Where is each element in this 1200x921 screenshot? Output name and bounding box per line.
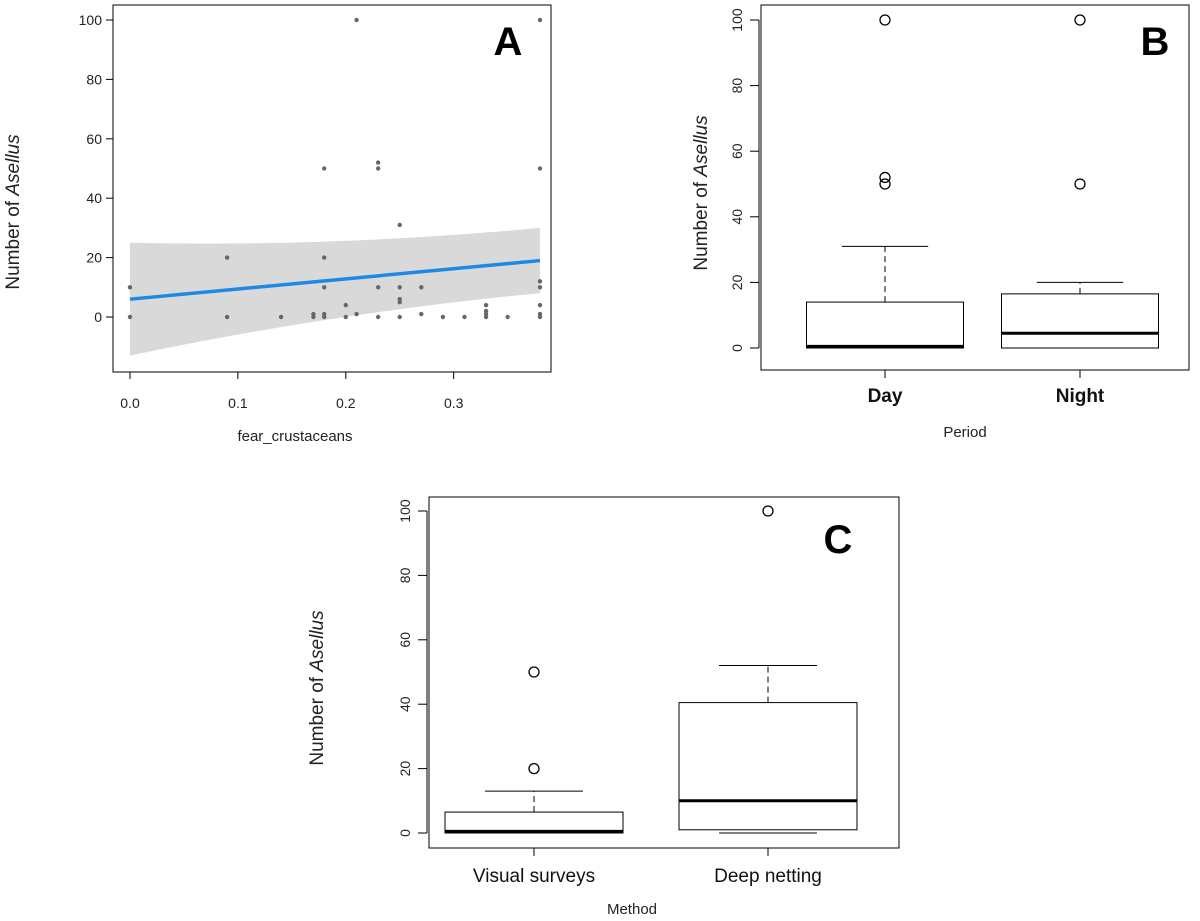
data-point xyxy=(419,311,424,317)
x-tick-label: 0.1 xyxy=(228,395,248,411)
y-axis-title-italic: Asellus xyxy=(307,610,328,673)
data-point xyxy=(224,314,230,320)
category-label: Visual surveys xyxy=(473,866,595,887)
data-point xyxy=(483,314,489,320)
data-point xyxy=(397,299,402,305)
confidence-band xyxy=(130,227,540,356)
y-tick-label: 40 xyxy=(397,696,413,712)
y-tick-label: 100 xyxy=(397,499,413,523)
y-tick-label: 0 xyxy=(729,344,745,352)
y-tick-label: 20 xyxy=(86,250,102,266)
y-tick-label: 100 xyxy=(729,8,745,32)
x-axis-title: Method xyxy=(607,901,657,918)
category-label: Deep netting xyxy=(714,866,822,887)
panel-b: 0 20 40 60 80 100 Day Night Period Number of Asel… xyxy=(691,4,1190,441)
panel-c: 0 20 40 60 80 100 Visual surveys Deep netting Me… xyxy=(307,496,900,918)
data-point xyxy=(537,302,543,308)
y-tick-label: 40 xyxy=(729,209,745,225)
y-axis-title-prefix: Number of xyxy=(691,177,712,271)
y-tick-label: 80 xyxy=(729,78,745,94)
panel-label: C xyxy=(824,518,853,562)
y-tick-label: 40 xyxy=(86,190,102,206)
x-axis-title: fear_crustaceans xyxy=(237,428,352,445)
data-point xyxy=(127,285,133,290)
data-point xyxy=(462,314,467,320)
x-tick-label: 0.2 xyxy=(336,395,356,411)
outlier-point xyxy=(1074,14,1086,26)
panel-label: B xyxy=(1141,20,1170,64)
y-axis-title: Number of Asellus xyxy=(691,115,712,271)
data-point xyxy=(397,222,402,228)
data-point xyxy=(343,314,348,320)
y-axis-title-italic: Asellus xyxy=(691,115,712,178)
data-point xyxy=(311,311,316,317)
data-point xyxy=(440,314,446,320)
y-tick-label: 80 xyxy=(397,567,413,583)
data-point xyxy=(322,285,327,290)
data-point xyxy=(537,166,543,171)
y-axis-title-prefix: Number of xyxy=(3,196,24,290)
y-axis-title: Number of Asellus xyxy=(307,610,328,766)
y-axis-title-prefix: Number of xyxy=(307,672,328,766)
data-point xyxy=(375,166,381,171)
y-tick-label: 60 xyxy=(397,632,413,648)
box xyxy=(444,811,624,834)
outlier-point xyxy=(1074,178,1086,190)
data-point xyxy=(397,314,402,320)
outlier-point xyxy=(762,505,774,517)
y-tick-label: 100 xyxy=(79,12,103,28)
y-axis-title-italic: Asellus xyxy=(3,134,24,197)
data-point xyxy=(354,311,359,317)
category-label: Night xyxy=(1056,386,1105,407)
box xyxy=(1001,293,1159,349)
data-point xyxy=(127,314,133,320)
x-tick-label: 0.3 xyxy=(444,395,464,411)
outlier-point xyxy=(879,178,891,190)
data-point xyxy=(322,166,327,171)
data-point xyxy=(278,314,284,320)
data-point xyxy=(354,17,359,23)
data-point xyxy=(224,255,230,260)
panel-a: 0 20 40 60 80 100 0.0 0.1 0.2 0.3 fear_crustaceans… xyxy=(3,4,552,445)
data-point xyxy=(375,160,381,165)
y-tick-label: 60 xyxy=(86,131,102,147)
outlier-point xyxy=(528,762,540,775)
x-axis-title: Period xyxy=(943,424,986,441)
data-point xyxy=(397,285,402,290)
data-point xyxy=(322,314,327,320)
data-point xyxy=(375,285,381,290)
y-tick-label: 0 xyxy=(94,309,102,325)
data-point xyxy=(537,17,543,23)
regression-line xyxy=(129,258,541,301)
data-point xyxy=(419,285,424,290)
y-axis-title: Number of Asellus xyxy=(3,134,24,290)
data-point xyxy=(505,314,510,320)
y-tick-label: 80 xyxy=(86,71,102,87)
data-point xyxy=(343,302,348,308)
box xyxy=(806,301,964,349)
plot-frame xyxy=(112,4,552,373)
x-tick-label: 0.0 xyxy=(120,395,140,411)
panel-label: A xyxy=(494,20,523,64)
outlier-point xyxy=(528,666,540,678)
data-point xyxy=(537,314,543,320)
y-tick-label: 20 xyxy=(397,761,413,777)
y-tick-label: 60 xyxy=(729,143,745,159)
data-point xyxy=(322,255,327,260)
data-point xyxy=(483,302,489,308)
y-tick-label: 0 xyxy=(397,829,413,837)
box xyxy=(678,702,858,831)
data-point xyxy=(537,279,543,284)
data-point xyxy=(537,285,543,290)
y-tick-label: 20 xyxy=(729,274,745,290)
outlier-point xyxy=(879,14,891,26)
category-label: Day xyxy=(868,386,903,407)
outlier-point xyxy=(879,171,891,184)
data-point xyxy=(375,314,381,320)
